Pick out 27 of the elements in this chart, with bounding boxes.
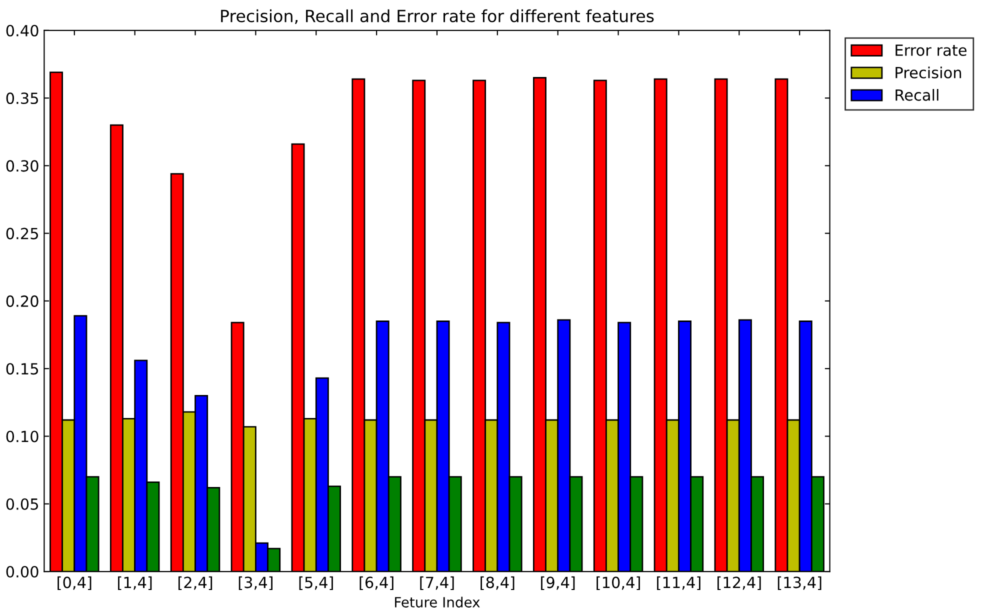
y-tick-label: 0.15 <box>6 363 38 375</box>
y-tick-label: 0.20 <box>6 295 38 307</box>
y-tick-label: 0.40 <box>6 24 38 36</box>
y-tick-label: 0.25 <box>6 228 38 240</box>
x-tick-label: [9,4] <box>541 576 575 590</box>
x-tick-label: [5,4] <box>299 576 333 590</box>
x-tick-label: [12,4] <box>717 576 761 590</box>
x-tick-label: [8,4] <box>480 576 514 590</box>
y-tick-label: 0.10 <box>6 430 38 442</box>
x-tick-label: [0,4] <box>58 576 92 590</box>
y-tick-label: 0.00 <box>6 566 38 578</box>
legend-label: Recall <box>896 89 938 101</box>
x-axis-title: Feture Index <box>395 596 480 608</box>
x-tick-label: [11,4] <box>657 576 700 590</box>
x-tick-label: [6,4] <box>360 576 394 590</box>
x-tick-label: [7,4] <box>420 576 454 590</box>
x-tick-label: [13,4] <box>778 576 822 590</box>
y-tick-label: 0.05 <box>6 498 38 510</box>
x-tick-label: [1,4] <box>118 576 152 590</box>
y-tick-label: 0.35 <box>6 92 38 104</box>
legend-label: Error rate <box>896 44 966 56</box>
legend-label: Precision <box>896 66 962 78</box>
x-tick-label: [10,4] <box>596 576 640 590</box>
y-tick-label: 0.30 <box>6 160 38 172</box>
x-tick-label: [3,4] <box>238 576 272 590</box>
chart-title: Precision, Recall and Error rate for different features <box>221 9 654 24</box>
x-tick-label: [2,4] <box>178 576 212 590</box>
